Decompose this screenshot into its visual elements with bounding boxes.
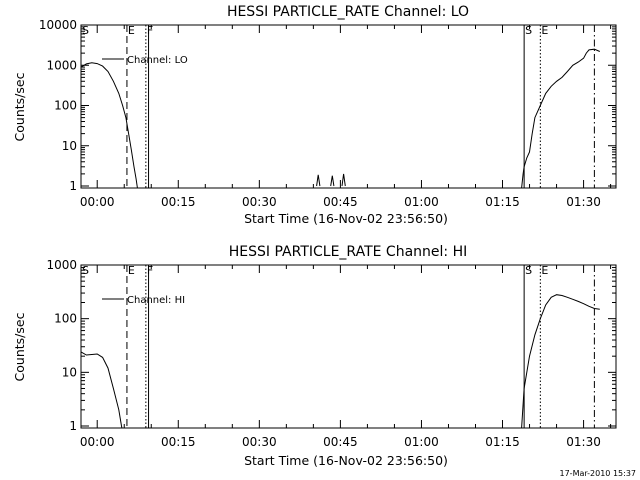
x-tick-label-hi: 01:30 bbox=[566, 435, 601, 449]
x-tick-label-lo: 01:30 bbox=[566, 195, 601, 209]
event-marker-label-lo-5: E bbox=[541, 24, 548, 37]
x-axis-label-hi: Start Time (16-Nov-02 23:56:50) bbox=[244, 453, 448, 468]
event-marker-label-lo-4: S bbox=[525, 24, 532, 37]
x-tick-label-hi: 00:30 bbox=[242, 435, 277, 449]
series-line-lo-4 bbox=[521, 48, 600, 188]
y-tick-label-lo: 10 bbox=[62, 139, 77, 153]
footer-timestamp: 17-Mar-2010 15:37 bbox=[560, 469, 637, 478]
y-tick-label-lo: 10000 bbox=[39, 18, 77, 32]
event-marker-label-hi-0: S bbox=[82, 264, 89, 277]
chart-title-hi: HESSI PARTICLE_RATE Channel: HI bbox=[229, 244, 467, 260]
series-line-lo-0 bbox=[81, 62, 138, 188]
x-tick-label-lo: 01:15 bbox=[485, 195, 520, 209]
y-axis-label-lo: Counts/sec bbox=[12, 72, 27, 141]
series-line-lo-3 bbox=[341, 173, 346, 187]
y-tick-label-hi: 1 bbox=[69, 419, 77, 433]
x-tick-label-lo: 00:00 bbox=[80, 195, 115, 209]
event-marker-label-lo-1: E bbox=[128, 24, 135, 37]
y-tick-label-hi: 100 bbox=[54, 312, 77, 326]
x-tick-label-lo: 00:15 bbox=[161, 195, 196, 209]
x-tick-label-hi: 00:00 bbox=[80, 435, 115, 449]
x-axis-label-lo: Start Time (16-Nov-02 23:56:50) bbox=[244, 211, 448, 226]
event-marker-label-lo-0: S bbox=[82, 24, 89, 37]
x-tick-label-lo: 00:45 bbox=[323, 195, 358, 209]
event-marker-label-hi-2: F bbox=[147, 264, 153, 277]
chart-title-lo: HESSI PARTICLE_RATE Channel: LO bbox=[227, 4, 469, 20]
x-tick-label-lo: 01:00 bbox=[404, 195, 439, 209]
event-marker-label-lo-2: F bbox=[147, 24, 153, 37]
event-marker-label-hi-4: S bbox=[525, 264, 532, 277]
chart-panel-lo: HESSI PARTICLE_RATE Channel: LO Start Ti… bbox=[12, 4, 617, 226]
x-tick-label-hi: 00:15 bbox=[161, 435, 196, 449]
chart-panel-hi: HESSI PARTICLE_RATE Channel: HI Start Ti… bbox=[12, 244, 617, 468]
plot-frame-lo bbox=[80, 24, 617, 189]
series-line-lo-2 bbox=[330, 175, 335, 187]
y-tick-label-lo: 1000 bbox=[46, 58, 77, 72]
event-marker-label-hi-5: E bbox=[541, 264, 548, 277]
y-tick-label-lo: 100 bbox=[54, 99, 77, 113]
legend-label-lo: Channel: LO bbox=[127, 55, 188, 66]
y-tick-label-hi: 10 bbox=[62, 365, 77, 379]
y-axis-label-hi: Counts/sec bbox=[12, 312, 27, 381]
legend-label-hi: Channel: HI bbox=[127, 295, 185, 306]
series-line-hi-1 bbox=[521, 294, 600, 428]
plot-frame-hi bbox=[80, 264, 617, 429]
event-marker-label-hi-1: E bbox=[128, 264, 135, 277]
x-tick-label-hi: 00:45 bbox=[323, 435, 358, 449]
x-tick-label-hi: 01:15 bbox=[485, 435, 520, 449]
series-line-hi-0 bbox=[81, 351, 123, 428]
y-tick-label-hi: 1000 bbox=[46, 258, 77, 272]
series-line-lo-1 bbox=[316, 174, 321, 187]
x-tick-label-lo: 00:30 bbox=[242, 195, 277, 209]
y-tick-label-lo: 1 bbox=[69, 179, 77, 193]
x-tick-label-hi: 01:00 bbox=[404, 435, 439, 449]
